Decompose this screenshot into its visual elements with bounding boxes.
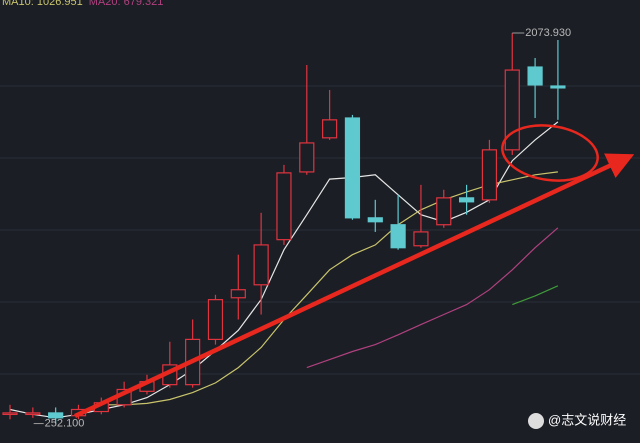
trend-arrow xyxy=(74,153,635,419)
ma-line xyxy=(512,285,559,306)
candle-body xyxy=(25,412,41,416)
candle-body xyxy=(459,197,475,203)
candle-body xyxy=(413,231,429,247)
candle-body xyxy=(322,119,338,139)
candle-body xyxy=(436,197,452,226)
grid xyxy=(0,85,640,375)
ma-line xyxy=(101,171,558,406)
annotation xyxy=(74,124,635,419)
candle-body xyxy=(367,217,383,223)
candle-body xyxy=(299,142,315,173)
candle-body xyxy=(481,149,498,201)
candle-body xyxy=(550,85,566,89)
candle-body xyxy=(344,117,361,219)
candle-body xyxy=(527,66,543,86)
max-label: 2073.930 xyxy=(525,27,571,39)
watermark: @志文说财经 xyxy=(548,412,626,427)
candle-body xyxy=(207,299,224,340)
labels: 2073.930 252.100 MA10: 1026.951 MA20: 679.3… xyxy=(2,0,571,429)
ma-line xyxy=(306,227,559,369)
watermark-icon xyxy=(528,413,544,429)
candle-body xyxy=(253,244,269,286)
ma-legend: MA20: 679.321 xyxy=(89,0,164,8)
candle-body xyxy=(390,224,406,249)
highlight-circle xyxy=(501,124,599,182)
candle-body xyxy=(230,289,246,299)
min-label: 252.100 xyxy=(45,417,85,429)
ma-legend: MA10: 1026.951 xyxy=(2,0,83,8)
candle-body xyxy=(48,412,64,419)
watermark-group: @志文说财经 xyxy=(528,412,626,429)
candle-body xyxy=(2,412,18,416)
candle-body xyxy=(276,172,292,241)
